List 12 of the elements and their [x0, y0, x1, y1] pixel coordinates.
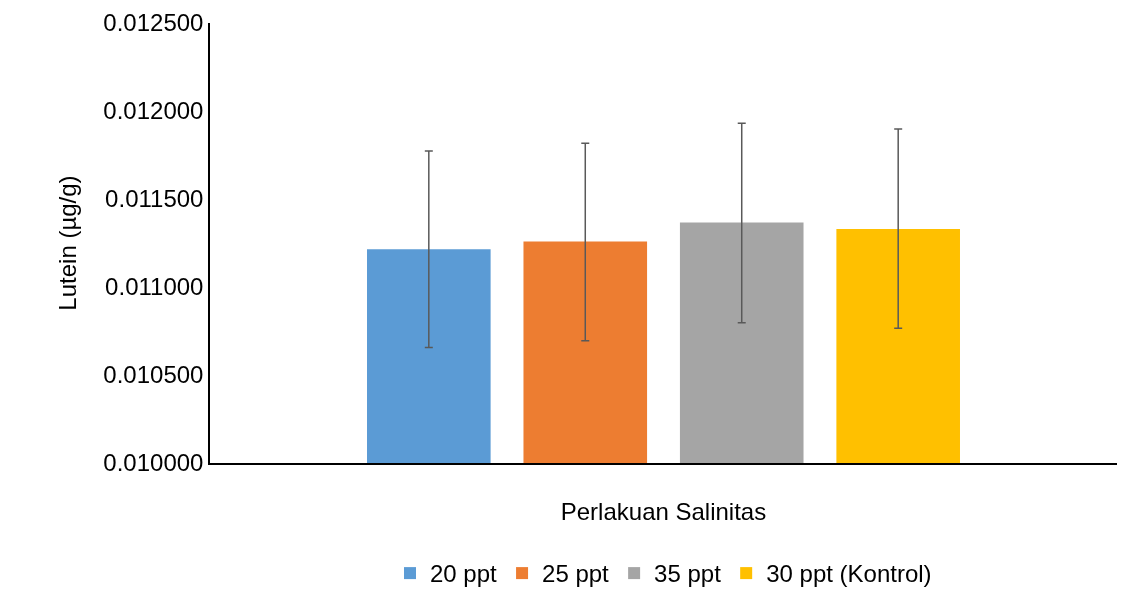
x-axis-title: Perlakuan Salinitas	[560, 498, 767, 526]
legend-label: 35 ppt	[654, 560, 722, 588]
y-axis-title: Lutein (µg/g)	[53, 175, 81, 311]
legend-label: 25 ppt	[542, 560, 610, 588]
y-tick-label: 0.010500	[103, 361, 204, 389]
y-tick-label: 0.012500	[103, 9, 204, 37]
legend-label: 30 ppt (Kontrol)	[766, 560, 932, 588]
y-tick-label: 0.010000	[103, 449, 204, 477]
legend-label: 20 ppt	[430, 560, 498, 588]
y-tick-label: 0.011500	[105, 185, 204, 213]
y-tick-label: 0.011000	[105, 273, 204, 301]
y-tick-label: 0.012000	[103, 97, 204, 125]
